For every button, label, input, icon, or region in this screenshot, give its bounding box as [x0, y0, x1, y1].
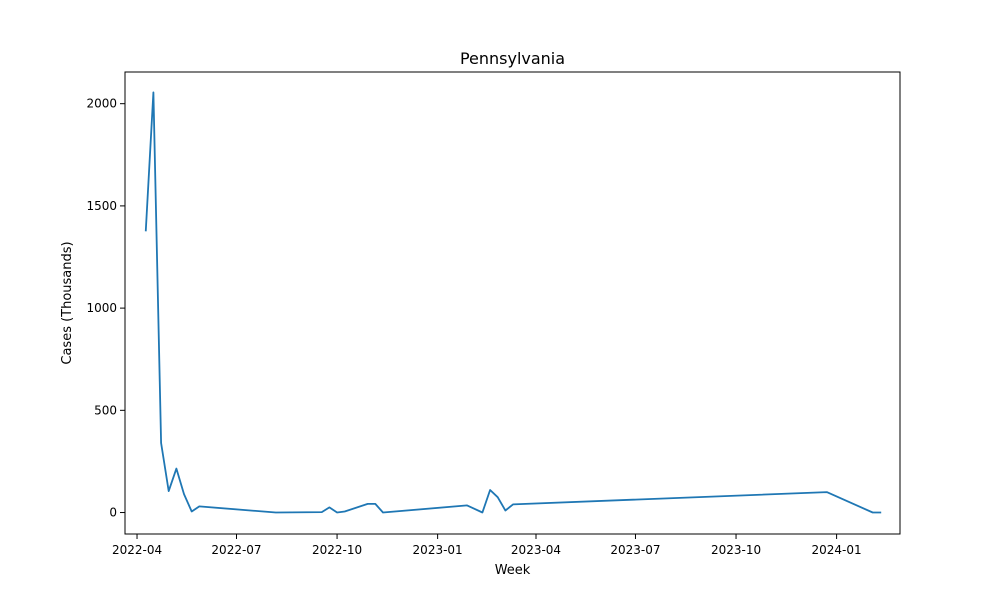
x-tick-label: 2022-04	[112, 543, 162, 557]
y-tick-label: 1000	[86, 301, 117, 315]
x-tick-label: 2023-01	[413, 543, 463, 557]
chart-title: Pennsylvania	[460, 49, 565, 68]
x-tick-label: 2023-04	[511, 543, 561, 557]
plot-frame	[124, 71, 901, 535]
x-axis-label: Week	[495, 563, 531, 578]
y-tick-label: 0	[109, 506, 117, 520]
y-tick-label: 500	[94, 403, 117, 417]
x-tick-label: 2024-01	[812, 543, 862, 557]
y-tick-label: 1500	[86, 199, 117, 213]
x-tick-label: 2022-07	[211, 543, 261, 557]
series-line	[144, 91, 882, 514]
y-axis-ticks: 0 500 1000 1500 2000	[86, 97, 125, 520]
y-tick-label: 2000	[86, 97, 117, 111]
x-tick-label: 2023-10	[711, 543, 761, 557]
y-axis-label: Cases (Thousands)	[60, 241, 75, 364]
x-tick-label: 2022-10	[312, 543, 362, 557]
x-tick-label: 2023-07	[610, 543, 660, 557]
x-axis-ticks: 2022-04 2022-07 2022-10 2023-01 2023-04 2023-…	[112, 534, 862, 557]
